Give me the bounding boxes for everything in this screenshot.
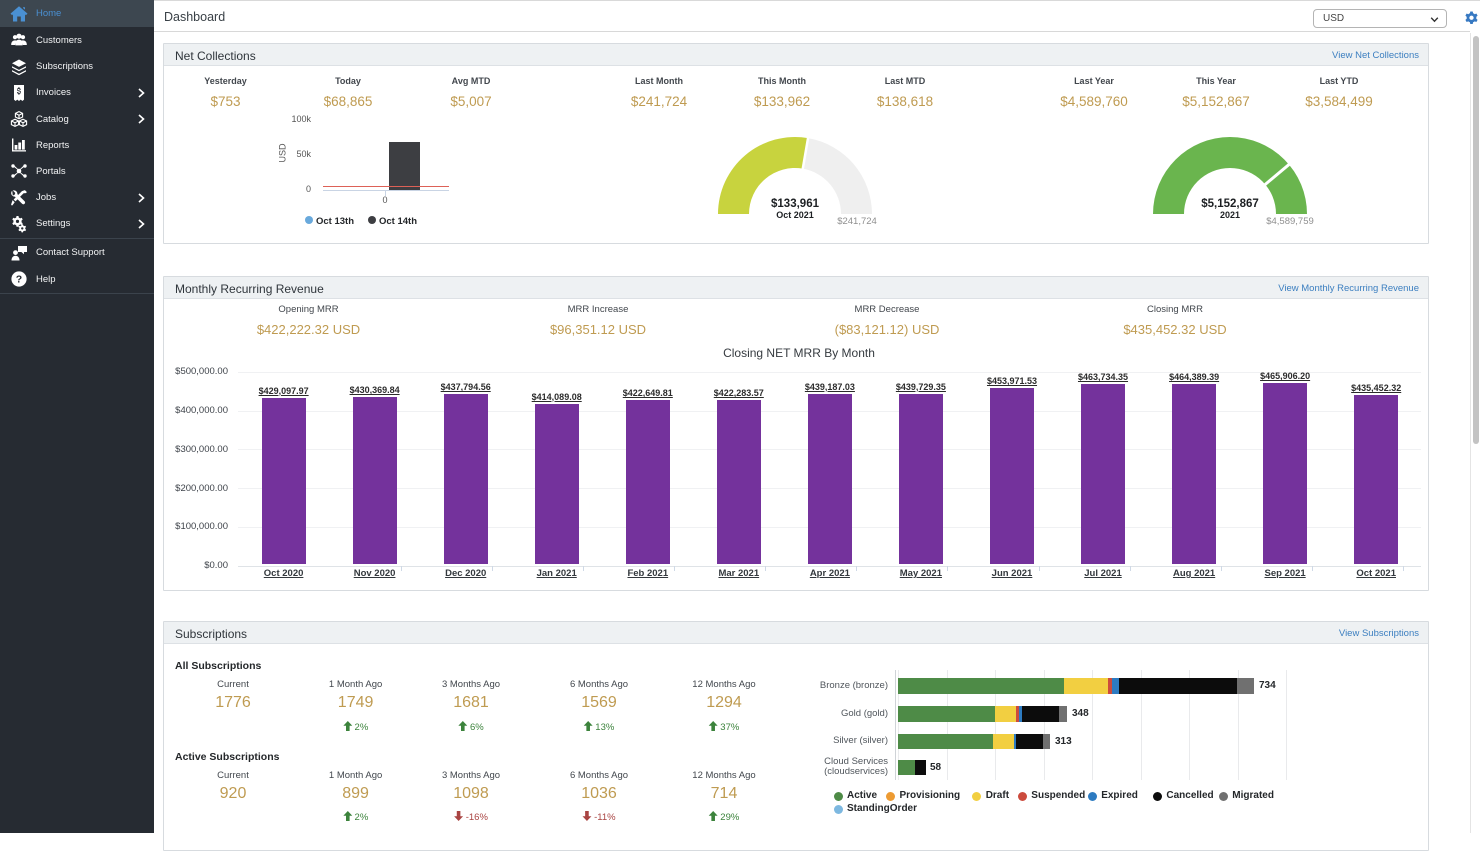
svg-text:?: ? [16, 274, 22, 286]
